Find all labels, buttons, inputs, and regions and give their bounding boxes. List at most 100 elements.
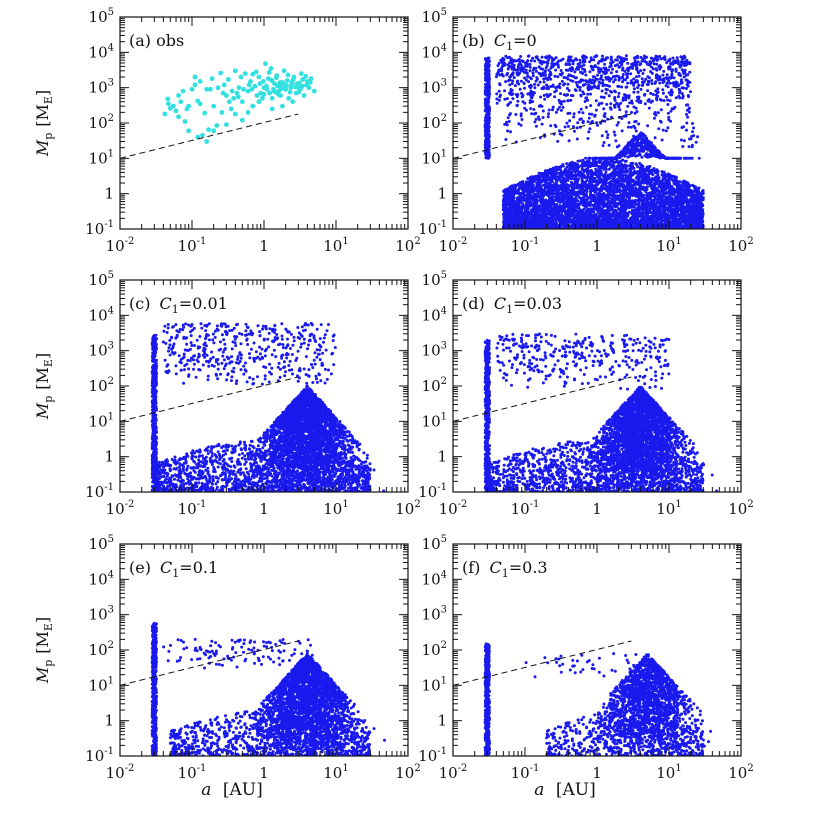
data-point: [208, 86, 213, 92]
data-point: [507, 119, 511, 123]
data-point: [518, 61, 522, 65]
data-point: [572, 115, 576, 119]
data-point: [625, 74, 629, 78]
data-point: [583, 60, 587, 64]
data-point: [569, 79, 573, 82]
data-point: [562, 99, 566, 103]
data-point: [669, 93, 673, 97]
data-point: [228, 106, 234, 112]
data-point: [650, 99, 654, 103]
data-point: [652, 194, 656, 198]
data-point: [623, 78, 627, 82]
data-point: [290, 99, 296, 105]
data-point: [609, 55, 613, 59]
data-point: [572, 129, 576, 133]
data-point: [672, 81, 676, 85]
data-point: [613, 105, 617, 109]
data-point: [646, 99, 650, 103]
data-point: [691, 192, 695, 196]
data-point: [272, 81, 277, 86]
data-point: [581, 111, 585, 115]
data-point: [495, 72, 499, 76]
y-tick-label: 102: [89, 113, 114, 132]
data-point: [606, 75, 610, 79]
data-point: [528, 91, 532, 95]
data-point: [615, 123, 619, 127]
data-point: [484, 99, 488, 103]
data-point: [308, 76, 314, 81]
data-point: [678, 96, 682, 100]
data-point: [277, 80, 283, 85]
data-point: [511, 71, 515, 75]
data-point: [503, 63, 507, 67]
data-point: [581, 121, 585, 124]
data-point: [574, 76, 578, 80]
data-point: [579, 107, 583, 111]
data-point: [551, 105, 555, 109]
data-point: [619, 56, 622, 60]
data-point: [506, 71, 509, 75]
data-point: [629, 72, 633, 76]
data-point: [487, 115, 491, 119]
data-point: [268, 66, 274, 71]
data-point: [679, 81, 683, 85]
data-point: [637, 83, 641, 87]
data-point: [556, 63, 560, 67]
data-point: [544, 76, 548, 80]
data-point: [681, 96, 685, 100]
data-point: [540, 55, 544, 59]
data-point: [655, 98, 659, 102]
data-point: [668, 81, 672, 85]
data-point: [644, 77, 648, 81]
data-point: [602, 141, 606, 144]
data-point: [557, 65, 560, 69]
data-point: [235, 94, 241, 100]
data-point: [626, 61, 630, 65]
data-point: [500, 61, 504, 65]
data-point: [638, 63, 642, 67]
data-point: [536, 58, 540, 62]
data-point: [532, 108, 536, 111]
data-point: [655, 91, 659, 95]
data-point: [606, 133, 610, 137]
data-point: [669, 89, 673, 93]
data-point: [525, 108, 528, 112]
data-point: [507, 79, 510, 83]
data-point: [560, 100, 563, 104]
data-point: [528, 65, 532, 69]
data-point: [229, 88, 235, 94]
data-point: [685, 121, 689, 125]
data-point: [632, 105, 636, 109]
data-point: [610, 90, 613, 94]
data-point: [635, 68, 639, 72]
data-point: [566, 124, 570, 128]
data-point: [658, 97, 662, 101]
data-point: [689, 90, 692, 94]
data-point: [530, 91, 534, 95]
data-point: [485, 57, 489, 61]
data-point: [485, 117, 489, 121]
data-point: [506, 116, 510, 120]
data-point: [596, 73, 599, 77]
data-point: [634, 163, 638, 166]
data-point: [661, 56, 665, 60]
data-point: [513, 84, 517, 88]
data-point: [627, 210, 631, 214]
data-point: [654, 74, 658, 77]
data-point: [197, 79, 203, 84]
data-point: [221, 82, 227, 88]
data-point: [617, 78, 621, 82]
data-point: [633, 120, 637, 124]
data-point: [664, 84, 668, 88]
data-point: [535, 77, 539, 81]
data-point: [520, 59, 524, 63]
data-point: [495, 97, 499, 101]
data-point: [232, 111, 238, 117]
data-point: [250, 71, 256, 77]
data-point: [571, 62, 575, 66]
data-point: [528, 69, 532, 73]
data-point: [636, 54, 639, 58]
data-point: [242, 71, 248, 76]
data-point: [627, 94, 631, 98]
